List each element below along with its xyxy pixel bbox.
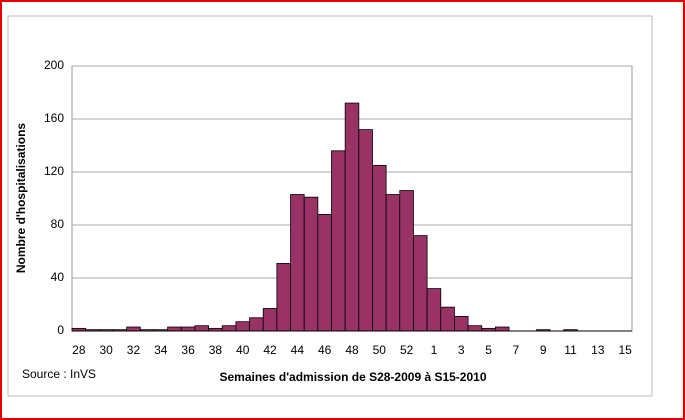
x-tick-label: 48: [345, 343, 359, 357]
x-tick-label: 3: [458, 343, 465, 357]
y-tick-label: 200: [44, 58, 64, 72]
x-tick-label: 9: [540, 343, 547, 357]
bar: [426, 288, 442, 332]
bar: [358, 129, 373, 332]
y-tick-label: 0: [57, 323, 64, 337]
source: Source : InVS: [22, 367, 96, 381]
y-tick-label: 120: [44, 164, 64, 178]
x-tick-label: 32: [127, 343, 141, 357]
bar: [372, 164, 387, 332]
bar: [454, 316, 469, 332]
bar: [495, 326, 510, 332]
x-tick-label: 52: [400, 343, 414, 357]
bar: [317, 213, 332, 332]
bar: [385, 194, 401, 332]
x-tick-label: 36: [181, 343, 195, 357]
x-tick-label: 11: [564, 343, 577, 357]
bar: [399, 190, 414, 332]
bar: [194, 325, 209, 332]
y-axis-label: Nombre d'hospitalisations: [14, 123, 28, 274]
bar: [413, 235, 428, 332]
bar: [167, 326, 182, 332]
x-axis-label: Semaines d'admission de S28-2009 à S15-2…: [220, 370, 487, 384]
bar: [344, 102, 360, 332]
x-tick-label: 46: [318, 343, 332, 357]
x-tick-label: 38: [209, 343, 223, 357]
bar: [221, 325, 237, 332]
x-tick-label: 28: [72, 343, 86, 357]
bar: [290, 194, 305, 332]
y-tick-label: 80: [51, 217, 65, 231]
x-tick-label: 34: [154, 343, 168, 357]
y-tick-label: 40: [51, 270, 65, 284]
y-tick-label: 160: [44, 111, 64, 125]
bar: [235, 321, 250, 332]
bar: [249, 317, 264, 332]
bar: [331, 150, 346, 332]
bar: [126, 326, 141, 332]
bar: [440, 306, 455, 332]
bar: [180, 326, 196, 332]
x-tick-label: 5: [485, 343, 492, 357]
bar: [303, 196, 319, 332]
bar: [262, 308, 278, 332]
x-tick-label: 42: [263, 343, 277, 357]
x-tick-label: 30: [99, 343, 113, 357]
x-tick-label: 15: [618, 343, 632, 357]
bar: [467, 325, 483, 332]
x-tick-label: 13: [591, 343, 605, 357]
x-tick-label: 40: [236, 343, 250, 357]
x-tick-label: 1: [431, 343, 438, 357]
x-tick-label: 44: [291, 343, 305, 357]
bar: [276, 263, 291, 332]
x-tick-label: 7: [513, 343, 520, 357]
x-tick-label: 50: [373, 343, 387, 357]
